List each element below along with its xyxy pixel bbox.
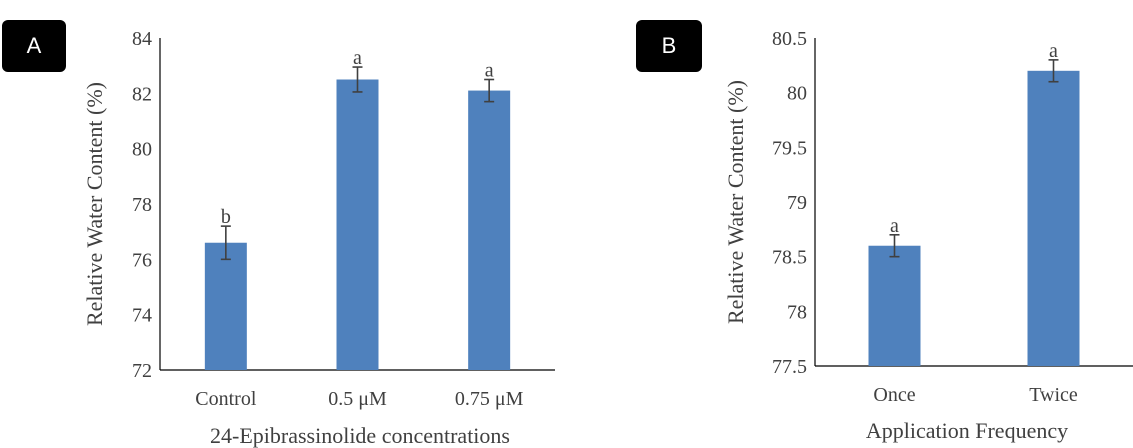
significance-letter: a (485, 60, 494, 82)
bar-chart-b: 77.5 78 78.5 79 79.5 80 80.5 a Once a Twice Applica… (723, 28, 1133, 443)
y-tick-label: 79.5 (772, 137, 807, 159)
significance-letter: a (353, 47, 362, 69)
bar-1 (868, 245, 921, 366)
y-tick-label: 80 (132, 139, 152, 161)
significance-letter: a (1049, 40, 1058, 62)
y-tick-label: 79 (787, 192, 807, 214)
bar-1 (204, 242, 247, 370)
x-tick-label: Once (873, 384, 915, 406)
y-tick-label: 77.5 (772, 356, 807, 378)
y-tick-label: 74 (132, 305, 152, 327)
y-tick-label: 80 (787, 83, 807, 105)
y-tick-label: 78 (787, 301, 807, 323)
y-tick-label: 78.5 (772, 247, 807, 269)
y-tick-label: 78 (132, 194, 152, 216)
significance-letter: b (221, 206, 231, 228)
bar-3 (468, 90, 511, 371)
panel-label-badge-a: A (2, 20, 66, 72)
y-axis-title: Relative Water Content (%) (82, 82, 107, 326)
chart-panel-b: B 77.5 78 78.5 79 79.5 80 80.5 a Once a Twice Appli… (560, 0, 1133, 448)
bar-chart-a: 72 74 76 78 80 82 84 b Control a 0.5 μM a 0.75 μM 24-… (82, 28, 555, 448)
y-tick-label: 82 (132, 83, 152, 105)
x-tick-label: 0.75 μM (455, 388, 524, 410)
significance-letter: a (890, 215, 899, 237)
x-axis-title: Application Frequency (866, 418, 1068, 443)
x-tick-label: Control (195, 388, 257, 410)
x-tick-label: Twice (1029, 384, 1078, 406)
y-tick-label: 72 (132, 360, 152, 382)
y-axis-title: Relative Water Content (%) (723, 80, 748, 324)
panel-label-badge-b: B (636, 20, 702, 72)
bar-2 (336, 79, 379, 370)
x-axis-title: 24-Epibrassinolide concentrations (210, 423, 510, 448)
bar-2 (1027, 70, 1080, 367)
x-tick-label: 0.5 μM (328, 388, 387, 410)
y-tick-label: 76 (132, 249, 152, 271)
chart-panel-a: A 72 74 76 78 80 82 84 b Control a 0.5 μM a 0.75 μM 2… (0, 0, 560, 448)
y-tick-label: 80.5 (772, 28, 807, 50)
y-tick-label: 84 (132, 28, 152, 50)
